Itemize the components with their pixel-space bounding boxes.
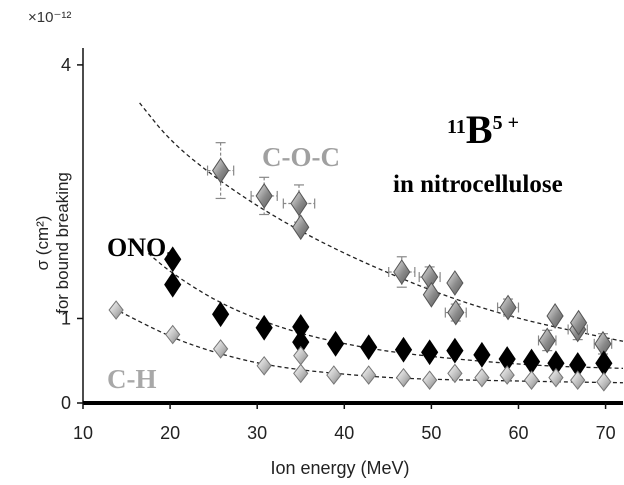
data-point-ch [422,370,438,390]
ion-title: 11B5 + [447,107,519,152]
data-point-coc [446,270,464,296]
data-point-ch [108,300,124,320]
fit-curve-0 [139,102,624,342]
data-point-ch [474,367,490,388]
data-point-ch [293,345,309,366]
data-point-ch [256,355,272,376]
data-point-ono2 [394,336,413,363]
x-tick-label: 20 [160,423,180,443]
data-point-ch [395,367,412,388]
ono2-subscript: 2 [166,248,175,267]
data-point-coc [538,327,556,354]
x-tick-label: 30 [247,423,267,443]
y-axis-label-line2: for bound breaking [53,172,72,314]
data-point-ch [570,370,586,390]
data-point-coc [290,190,308,217]
data-point-ono2 [164,271,182,298]
x-tick-label: 70 [596,423,616,443]
data-point-ch [548,367,564,388]
data-point-coc [499,294,517,321]
data-point-ono2 [446,337,464,364]
ion-mass: 11 [447,116,466,138]
data-point-ch [523,370,540,390]
data-point-ono2 [522,348,541,375]
data-point-coc [393,259,411,285]
data-point-ono2 [212,301,230,328]
data-point-ch [326,365,342,385]
axes: 10 20 30 40 50 60 70 0 1 4 [61,48,623,443]
data-point-ono2 [326,330,345,357]
series-label-coc: C-O-C [262,142,340,172]
x-tick-label: 50 [421,423,441,443]
data-point-ono2 [360,334,378,361]
data-point-ono2 [473,341,491,368]
data-point-ch [212,339,229,359]
data-point-ch [361,365,377,385]
y-tick-label: 0 [61,393,71,413]
y-tick-label: 4 [61,55,71,75]
data-point-ch [499,365,515,385]
data-point-coc [212,157,230,184]
data-point-coc [255,183,273,209]
x-tick-label: 60 [508,423,528,443]
series-label-ono2: ONO2 [107,233,175,267]
y-axis-label-line1: σ (cm²) [33,216,52,271]
x-tick-label: 40 [334,423,354,443]
data-points [108,142,613,392]
data-point-coc [569,309,588,336]
data-point-coc [447,299,465,326]
data-point-coc [422,281,440,308]
data-point-ono2 [164,246,182,273]
ion-symbol: B [466,107,493,152]
ion-charge: 5 + [493,112,519,134]
x-tick-label: 10 [73,423,93,443]
series-label-ch: C-H [107,364,157,394]
data-point-coc [546,303,564,329]
data-point-ch [165,324,181,345]
data-point-coc [292,214,310,241]
x-axis-label: Ion energy (MeV) [270,458,409,478]
y-tick-label: 1 [61,308,71,328]
y-multiplier-label: ×10⁻¹² [28,9,71,26]
data-point-ch [596,372,612,392]
data-point-ono2 [595,350,613,377]
medium-label: in nitrocellulose [393,171,563,198]
ono2-main: ONO [107,233,166,262]
data-point-ono2 [255,314,273,341]
data-point-ono2 [421,339,439,366]
data-point-ch [447,363,463,384]
data-point-ch [293,363,309,384]
